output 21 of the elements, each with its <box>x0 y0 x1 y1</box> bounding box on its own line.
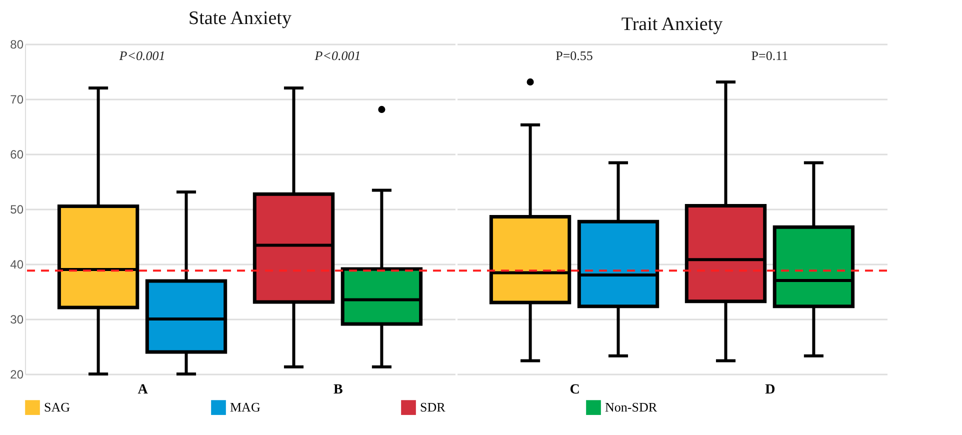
y-tick-label: 30 <box>10 312 24 326</box>
y-tick-label: 70 <box>10 92 24 106</box>
legend-label: SAG <box>44 400 70 415</box>
x-tick-label: A <box>138 382 149 398</box>
x-tick-label: B <box>334 382 343 398</box>
annotation: P=0.11 <box>751 48 788 63</box>
annotation: P<0.001 <box>118 48 166 63</box>
y-tick-label: 20 <box>10 368 24 382</box>
chart-title: Trait Anxiety <box>621 14 724 35</box>
legend-label: MAG <box>230 400 260 415</box>
annotation: P<0.001 <box>314 48 361 63</box>
y-tick-label: 50 <box>10 202 24 216</box>
y-tick-label: 80 <box>10 38 24 52</box>
legend-label: SDR <box>420 400 446 415</box>
annotation: P=0.55 <box>556 48 593 63</box>
y-tick-label: 40 <box>10 258 24 272</box>
y-tick-label: 60 <box>10 148 24 162</box>
chart-title: State Anxiety <box>188 8 292 29</box>
x-tick-label: D <box>765 382 776 398</box>
legend-label: Non-SDR <box>605 400 658 415</box>
x-tick-label: C <box>570 382 580 398</box>
